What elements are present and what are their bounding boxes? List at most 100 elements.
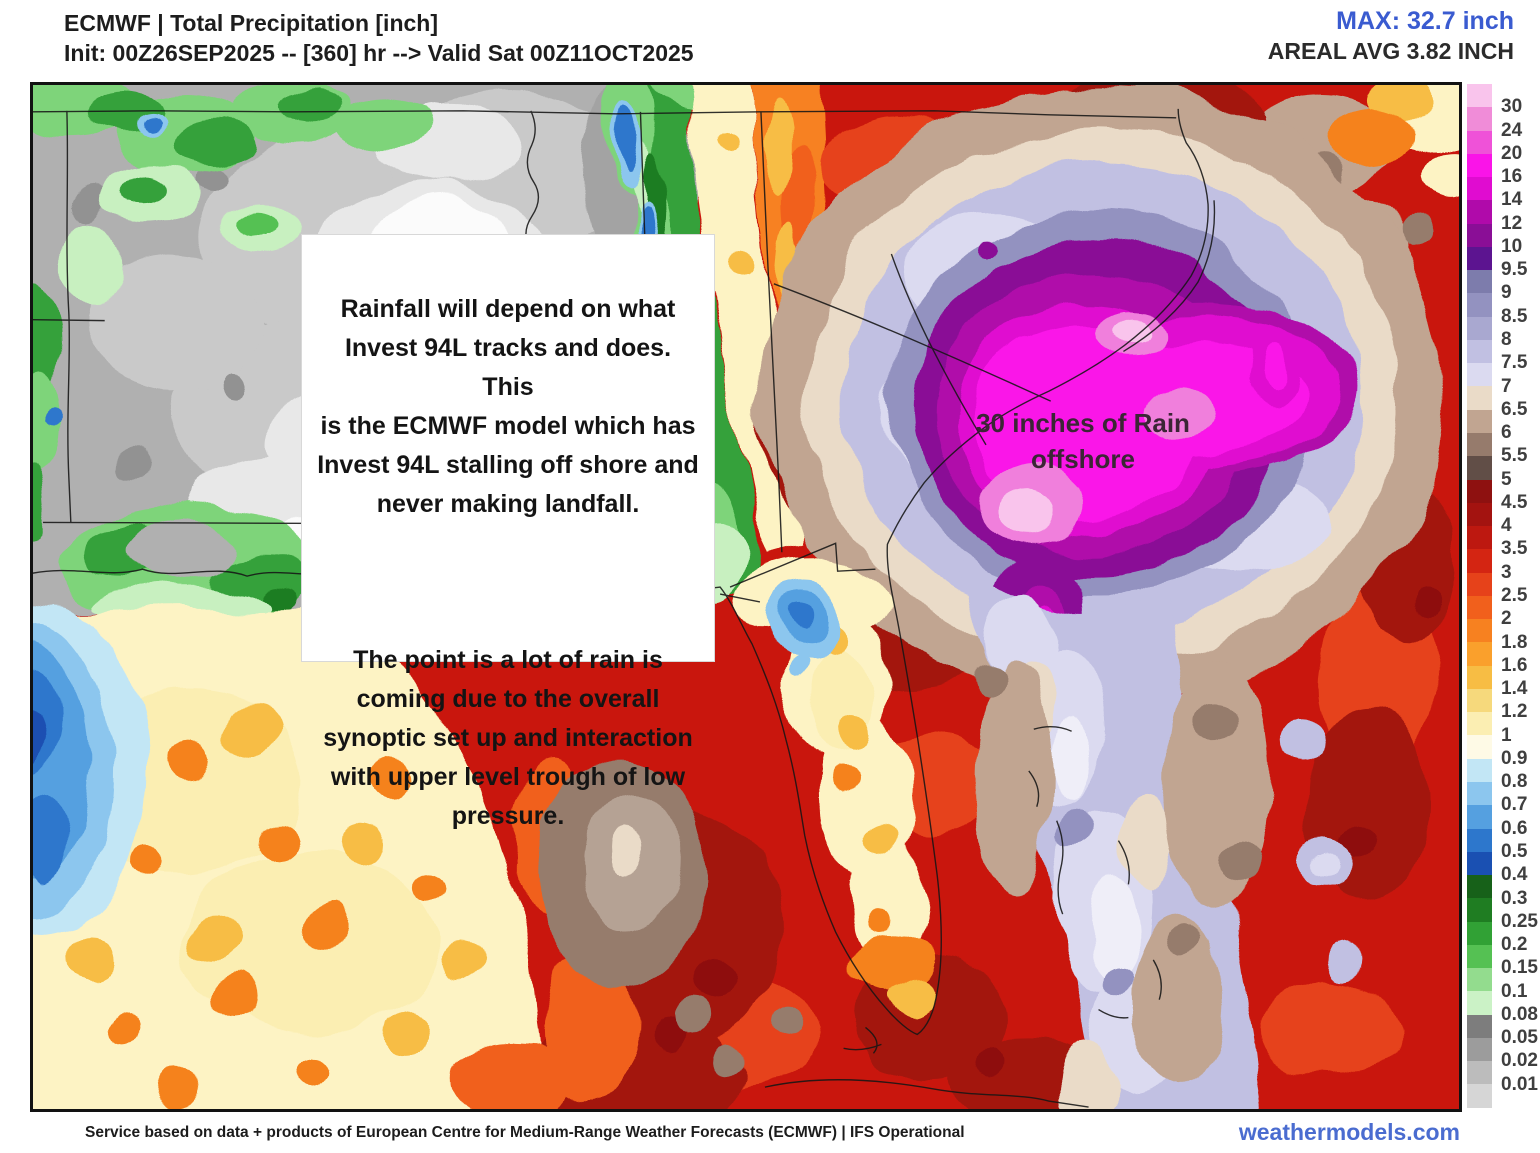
- colorbar-label: 0.7: [1501, 794, 1528, 816]
- colorbar-segment: [1467, 1061, 1492, 1085]
- colorbar-segment: [1467, 270, 1492, 294]
- colorbar-segment: [1467, 619, 1492, 643]
- colorbar-segment: [1467, 944, 1492, 969]
- colorbar-segment: [1467, 84, 1492, 108]
- offshore-rain-label: 30 inches of Rain offshore: [976, 408, 1190, 474]
- colorbar-segment: [1467, 688, 1492, 713]
- colorbar-segment: [1467, 595, 1492, 620]
- colorbar-segment: [1467, 130, 1492, 154]
- colorbar-segment: [1467, 572, 1492, 596]
- colorbar-label: 0.15: [1501, 957, 1538, 979]
- colorbar-label: 1: [1501, 724, 1512, 746]
- colorbar-label: 5.5: [1501, 445, 1528, 467]
- colorbar-label: 20: [1501, 142, 1523, 164]
- annotation-paragraph-2: The point is a lot of rain is coming due…: [323, 646, 693, 830]
- max-precip-value: MAX: 32.7 inch: [1336, 7, 1514, 35]
- colorbar-label: 2.5: [1501, 585, 1528, 606]
- colorbar-label: 0.6: [1501, 817, 1528, 839]
- colorbar-segment: [1467, 177, 1492, 201]
- precip-map-canvas: [33, 85, 1459, 1109]
- colorbar-label: 0.05: [1501, 1027, 1538, 1049]
- colorbar-label: 0.25: [1501, 910, 1538, 932]
- colorbar-label: 0.08: [1501, 1003, 1538, 1025]
- colorbar-label: 1.6: [1501, 654, 1528, 676]
- colorbar-segment: [1467, 642, 1492, 666]
- colorbar-label: 2: [1501, 608, 1512, 630]
- colorbar-label: 8.5: [1501, 305, 1528, 327]
- colorbar-segment: [1467, 712, 1492, 736]
- colorbar-segment: [1467, 758, 1492, 782]
- colorbar-segment: [1467, 200, 1492, 224]
- colorbar-label: 0.01: [1501, 1073, 1538, 1095]
- colorbar-segment: [1467, 851, 1492, 876]
- colorbar-label: 4.5: [1501, 491, 1528, 513]
- colorbar-segment: [1467, 1037, 1492, 1062]
- colorbar-segment: [1467, 153, 1492, 178]
- colorbar-segment: [1467, 665, 1492, 689]
- colorbar-label: 0.2: [1501, 934, 1528, 956]
- colorbar-segment: [1467, 409, 1492, 433]
- colorbar-label: 0.4: [1501, 864, 1528, 886]
- areal-avg-value: AREAL AVG 3.82 INCH: [1267, 38, 1514, 64]
- colorbar-label: 6: [1501, 422, 1512, 444]
- colorbar-label: 8: [1501, 329, 1512, 350]
- colorbar-label: 1.4: [1501, 678, 1528, 700]
- map-paint: [33, 85, 1459, 1109]
- colorbar-label: 0.02: [1501, 1050, 1538, 1072]
- colorbar-segment: [1467, 875, 1492, 899]
- colorbar-label: 12: [1501, 212, 1523, 234]
- annotation-gap: [316, 563, 700, 602]
- colorbar-label: 0.3: [1501, 887, 1528, 909]
- map-title-block: ECMWF | Total Precipitation [inch] Init:…: [64, 8, 694, 68]
- colorbar-segment: [1467, 1014, 1492, 1038]
- colorbar-segment: [1467, 502, 1492, 527]
- colorbar-segment: [1467, 898, 1492, 922]
- colorbar-segment: [1467, 316, 1492, 340]
- colorbar-segment: [1467, 107, 1492, 131]
- colorbar-label: 3: [1501, 561, 1512, 583]
- colorbar-label: 30: [1501, 96, 1523, 118]
- colorbar-segment: [1467, 549, 1492, 573]
- colorbar-segment: [1467, 223, 1492, 247]
- annotation-paragraph-1: Rainfall will depend on what Invest 94L …: [317, 295, 699, 518]
- colorbar-segment: [1467, 293, 1492, 317]
- colorbar-label: 0.9: [1501, 747, 1528, 769]
- colorbar: [1467, 84, 1492, 1108]
- colorbar-label: 16: [1501, 166, 1523, 188]
- colorbar-label: 5: [1501, 468, 1512, 490]
- colorbar-label: 7: [1501, 375, 1512, 397]
- attribution-text: Service based on data + products of Euro…: [85, 1123, 965, 1141]
- colorbar-label: 9: [1501, 282, 1512, 304]
- colorbar-label: 6.5: [1501, 398, 1528, 420]
- colorbar-segment: [1467, 921, 1492, 945]
- colorbar-label: 1.2: [1501, 701, 1528, 723]
- colorbar-segment: [1467, 456, 1492, 480]
- colorbar-segment: [1467, 991, 1492, 1015]
- map-title: ECMWF | Total Precipitation [inch]: [64, 10, 438, 36]
- colorbar-segment: [1467, 828, 1492, 852]
- footer: Service based on data + products of Euro…: [0, 1112, 1540, 1153]
- annotation-box: Rainfall will depend on what Invest 94L …: [301, 234, 715, 830]
- colorbar-segment: [1467, 526, 1492, 550]
- colorbar-segment: [1467, 805, 1492, 829]
- colorbar-segment: [1467, 339, 1492, 364]
- colorbar-label: 0.8: [1501, 771, 1528, 793]
- colorbar-segment: [1467, 386, 1492, 410]
- brand-link[interactable]: weathermodels.com: [1238, 1119, 1460, 1145]
- colorbar-segment: [1467, 432, 1492, 457]
- colorbar-label: 0.5: [1501, 841, 1528, 862]
- map-stats-block: MAX: 32.7 inch AREAL AVG 3.82 INCH: [1268, 6, 1514, 66]
- colorbar-segment: [1467, 735, 1492, 759]
- colorbar-label: 24: [1501, 119, 1523, 141]
- colorbar-segment: [1467, 479, 1492, 503]
- colorbar-label: 3.5: [1501, 538, 1528, 560]
- colorbar-label: 10: [1501, 235, 1523, 257]
- colorbar-label: 0.1: [1501, 980, 1528, 1002]
- precip-map: Rainfall will depend on what Invest 94L …: [30, 82, 1462, 1112]
- colorbar-segment: [1467, 968, 1492, 992]
- colorbar-segment: [1467, 363, 1492, 387]
- map-subtitle: Init: 00Z26SEP2025 -- [360] hr --> Valid…: [64, 40, 694, 66]
- colorbar-segment: [1467, 246, 1492, 271]
- colorbar-segment: [1467, 781, 1492, 806]
